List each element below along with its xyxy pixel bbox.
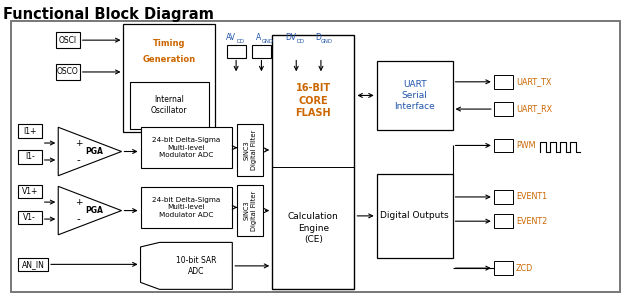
FancyBboxPatch shape: [252, 45, 271, 58]
Text: EVENT1: EVENT1: [516, 192, 547, 201]
FancyBboxPatch shape: [287, 45, 306, 58]
Text: PWM: PWM: [516, 141, 536, 150]
Text: 24-bit Delta-Sigma
Multi-level
Modulator ADC: 24-bit Delta-Sigma Multi-level Modulator…: [153, 197, 220, 218]
Text: Functional Block Diagram: Functional Block Diagram: [3, 7, 214, 22]
Text: +: +: [75, 198, 82, 207]
Text: I1-: I1-: [25, 152, 35, 161]
FancyBboxPatch shape: [130, 82, 209, 129]
Text: DD: DD: [296, 39, 304, 44]
FancyBboxPatch shape: [311, 45, 330, 58]
Text: PGA: PGA: [85, 206, 104, 215]
FancyBboxPatch shape: [494, 215, 513, 228]
FancyBboxPatch shape: [18, 258, 48, 271]
FancyBboxPatch shape: [227, 45, 246, 58]
Text: Calculation
Engine
(CE): Calculation Engine (CE): [288, 212, 339, 244]
FancyBboxPatch shape: [123, 24, 215, 132]
FancyBboxPatch shape: [141, 187, 232, 228]
FancyBboxPatch shape: [141, 127, 232, 168]
FancyBboxPatch shape: [494, 261, 513, 275]
Text: UART_RX: UART_RX: [516, 105, 552, 114]
FancyBboxPatch shape: [18, 150, 42, 164]
FancyBboxPatch shape: [494, 75, 513, 88]
Text: -: -: [77, 155, 80, 165]
Text: A: A: [256, 33, 261, 42]
Text: DV: DV: [285, 33, 296, 42]
Polygon shape: [58, 127, 122, 176]
Text: ZCD: ZCD: [516, 264, 533, 273]
FancyBboxPatch shape: [237, 185, 263, 236]
Text: EVENT2: EVENT2: [516, 217, 547, 226]
FancyBboxPatch shape: [494, 190, 513, 204]
Text: 24-bit Delta-Sigma
Multi-level
Modulator ADC: 24-bit Delta-Sigma Multi-level Modulator…: [153, 137, 220, 158]
Text: 10-bit SAR
ADC: 10-bit SAR ADC: [176, 256, 216, 276]
FancyBboxPatch shape: [11, 21, 620, 292]
Text: OSCO: OSCO: [57, 68, 78, 76]
FancyBboxPatch shape: [494, 102, 513, 116]
Text: SINC3
Digital Filter: SINC3 Digital Filter: [243, 130, 257, 170]
Text: V1+: V1+: [22, 187, 38, 196]
FancyBboxPatch shape: [494, 139, 513, 152]
FancyBboxPatch shape: [237, 124, 263, 176]
Text: OSCI: OSCI: [59, 36, 77, 45]
Text: AV: AV: [226, 33, 236, 42]
FancyBboxPatch shape: [377, 174, 453, 258]
FancyBboxPatch shape: [18, 211, 42, 224]
Text: V1-: V1-: [23, 213, 36, 222]
Text: 16-BIT
CORE
FLASH: 16-BIT CORE FLASH: [296, 83, 331, 118]
Text: Timing: Timing: [153, 39, 185, 48]
Text: Digital Outputs: Digital Outputs: [380, 211, 449, 220]
FancyBboxPatch shape: [272, 35, 354, 289]
Text: GND: GND: [261, 39, 273, 44]
Text: I1+: I1+: [23, 127, 37, 135]
Text: SINC3
Digital Filter: SINC3 Digital Filter: [243, 191, 257, 231]
FancyBboxPatch shape: [18, 124, 42, 138]
Text: -: -: [77, 214, 80, 224]
Text: PGA: PGA: [85, 147, 104, 156]
FancyBboxPatch shape: [56, 32, 80, 48]
Text: GND: GND: [321, 39, 333, 44]
Text: Generation: Generation: [143, 55, 196, 64]
Text: +: +: [75, 138, 82, 148]
Polygon shape: [141, 242, 232, 289]
Text: Internal
Oscillator: Internal Oscillator: [151, 95, 187, 115]
Text: DD: DD: [236, 39, 244, 44]
Text: UART
Serial
Interface: UART Serial Interface: [394, 80, 435, 111]
Text: AN_IN: AN_IN: [22, 260, 44, 269]
FancyBboxPatch shape: [377, 61, 453, 130]
Polygon shape: [58, 186, 122, 235]
Text: D: D: [315, 33, 321, 42]
Text: UART_TX: UART_TX: [516, 77, 551, 86]
FancyBboxPatch shape: [56, 64, 80, 80]
FancyBboxPatch shape: [18, 185, 42, 198]
